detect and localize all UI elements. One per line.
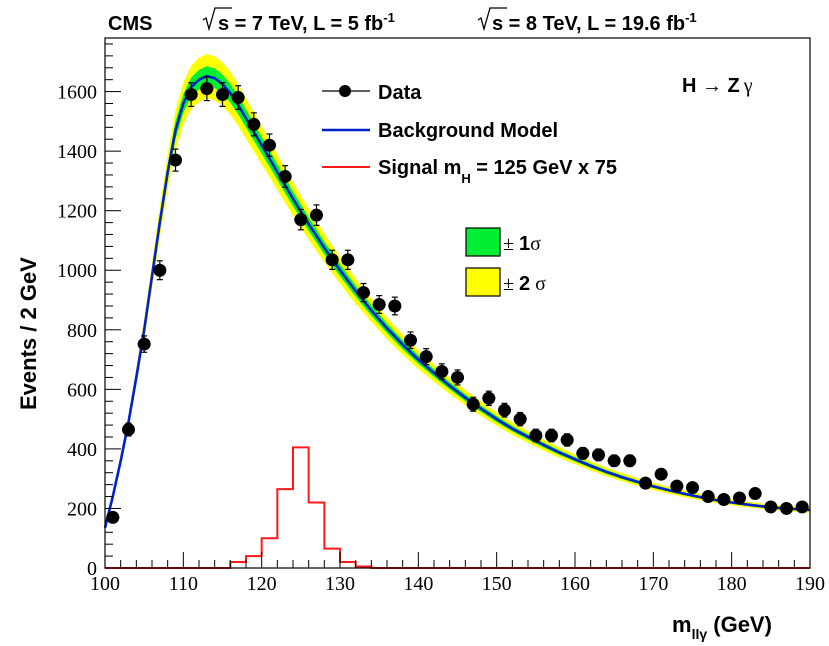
x-tick-label: 140 <box>403 573 433 595</box>
data-point <box>122 422 135 437</box>
signal-histogram-line <box>105 446 810 569</box>
data-point <box>184 82 198 108</box>
y-axis-title: Events / 2 GeV <box>16 257 41 410</box>
data-point <box>388 296 402 316</box>
background-model-line <box>103 74 811 529</box>
data-point <box>153 260 167 281</box>
x-axis-ticks: 100 110 120 130 140 150 160 170 180 190 <box>90 552 825 595</box>
x-tick-label: 120 <box>247 573 277 595</box>
data-point <box>231 85 245 110</box>
data-point <box>372 295 386 314</box>
x-tick-label: 190 <box>795 573 825 595</box>
x-tick-label: 170 <box>638 573 668 595</box>
data-point <box>435 363 449 380</box>
data-point <box>325 249 339 271</box>
legend-two-sigma-label: ± 2 σ <box>503 273 546 295</box>
data-point <box>466 396 480 412</box>
data-point <box>639 476 652 490</box>
background-model-curve <box>103 74 811 529</box>
legend-item-two-sigma: ± 2 σ <box>465 267 546 297</box>
legend-one-sigma-label: ± 1σ <box>503 233 541 255</box>
data-point <box>294 208 308 231</box>
plot-frame <box>104 37 811 569</box>
data-point <box>529 428 543 443</box>
signal-histogram <box>105 446 810 569</box>
data-point <box>169 148 182 172</box>
data-point <box>686 481 699 495</box>
data-point <box>357 282 370 303</box>
one-sigma-band <box>105 66 810 529</box>
data-point <box>717 493 731 507</box>
data-point <box>341 249 355 271</box>
data-point <box>764 500 778 514</box>
x-axis-title: mllγ (GeV) <box>672 612 772 642</box>
data-point <box>419 348 433 366</box>
sqrt-sign-8tev <box>477 7 507 32</box>
data-point <box>780 501 793 515</box>
y-tick-label: 400 <box>67 439 97 461</box>
data-point <box>607 454 621 468</box>
legend-data-label: Data <box>378 82 422 104</box>
legend-signal-label: Signal mH = 125 GeV x 75 <box>378 157 617 186</box>
data-point <box>701 490 715 504</box>
data-point <box>545 428 558 443</box>
y-axis-ticks: 0 200 400 600 800 1000 1200 1400 1600 <box>57 43 121 580</box>
x-tick-label: 160 <box>560 573 590 595</box>
one-sigma-band-area <box>105 66 810 529</box>
data-point <box>623 454 637 468</box>
legend-item-data: Data <box>322 82 422 104</box>
data-point <box>247 112 261 137</box>
data-point <box>310 204 323 227</box>
y-tick-label: 1400 <box>57 141 97 163</box>
data-point <box>137 335 151 353</box>
data-point <box>733 491 746 505</box>
data-point <box>498 402 511 418</box>
data-point <box>200 76 214 102</box>
x-tick-label: 130 <box>325 573 355 595</box>
data-point <box>560 433 574 447</box>
x-tick-label: 180 <box>717 573 747 595</box>
data-points <box>106 76 809 524</box>
data-point <box>654 467 668 481</box>
lumi-7tev-label: s = 7 TeV, L = 5 fb-1 <box>218 10 395 35</box>
legend-item-one-sigma: ± 1σ <box>465 227 541 257</box>
sqrt-sign-7tev <box>202 7 232 32</box>
experiment-label: CMS <box>108 13 152 35</box>
y-tick-label: 600 <box>67 379 97 401</box>
y-tick-label: 200 <box>67 498 97 520</box>
legend-item-background: Background Model <box>322 120 558 142</box>
y-tick-label: 800 <box>67 320 97 342</box>
legend-background-label: Background Model <box>378 120 558 142</box>
data-point <box>216 82 229 108</box>
x-tick-label: 100 <box>90 573 120 595</box>
data-point <box>404 331 417 350</box>
data-point <box>482 390 496 406</box>
data-point <box>795 500 809 514</box>
y-tick-label: 0 <box>87 558 97 580</box>
data-point <box>106 510 120 524</box>
legend: Data Background Model Signal mH = 125 Ge… <box>322 82 617 297</box>
y-tick-label: 1000 <box>57 260 97 282</box>
data-point <box>451 369 464 386</box>
legend-item-signal: Signal mH = 125 GeV x 75 <box>322 157 617 186</box>
data-point <box>278 165 292 188</box>
x-tick-label: 110 <box>169 573 198 595</box>
data-point <box>592 448 605 462</box>
data-point <box>748 487 762 501</box>
data-point <box>513 411 527 427</box>
y-tick-label: 1600 <box>57 82 97 104</box>
data-point <box>263 133 276 158</box>
data-point <box>576 446 590 460</box>
x-tick-label: 150 <box>482 573 512 595</box>
y-tick-label: 1200 <box>57 201 97 223</box>
lumi-8tev-label: s = 8 TeV, L = 19.6 fb-1 <box>492 10 697 35</box>
data-point <box>670 479 684 493</box>
